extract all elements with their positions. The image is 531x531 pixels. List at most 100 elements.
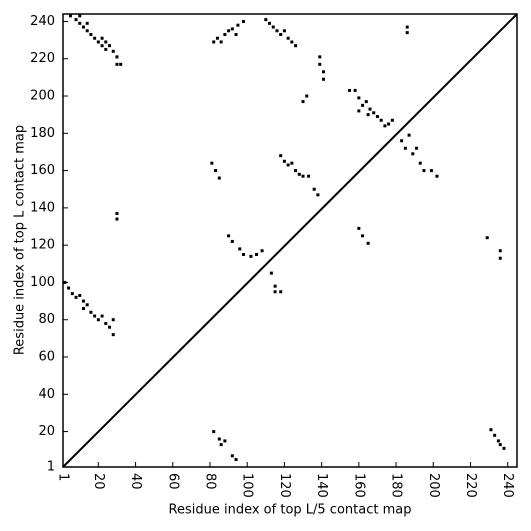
contact-point — [78, 21, 82, 25]
contact-point — [271, 25, 275, 29]
contact-point — [104, 40, 108, 44]
contact-point — [212, 430, 216, 434]
contact-point — [255, 252, 259, 256]
contact-point — [361, 103, 365, 107]
contact-point — [400, 139, 404, 143]
contact-point — [219, 40, 223, 44]
y-tick-label: 80 — [38, 312, 55, 327]
contact-point — [70, 292, 74, 296]
contact-point — [241, 19, 245, 23]
contact-point — [81, 299, 85, 303]
contact-point — [422, 169, 426, 173]
contact-point — [108, 325, 112, 329]
contact-point — [321, 77, 325, 81]
contact-point — [85, 303, 89, 307]
contact-point — [96, 318, 100, 322]
y-tick-label: 200 — [30, 89, 55, 104]
contact-point — [496, 439, 500, 443]
y-axis-label: Residue index of top L contact map — [13, 125, 28, 355]
contact-point — [68, 14, 72, 18]
contact-point — [301, 100, 305, 104]
contact-point — [498, 249, 502, 253]
x-tick-label: 80 — [202, 473, 217, 490]
y-tick-label: 20 — [38, 424, 55, 439]
contact-point — [74, 18, 78, 22]
contact-point — [368, 107, 372, 111]
contact-point — [230, 239, 234, 243]
contact-point — [312, 187, 316, 191]
contact-point — [321, 70, 325, 74]
contact-point — [273, 284, 277, 288]
contact-point — [273, 290, 277, 294]
contact-point — [405, 31, 409, 35]
contact-point — [74, 295, 78, 299]
x-tick-label: 120 — [277, 473, 292, 498]
contact-point — [115, 55, 119, 59]
contact-point — [227, 29, 231, 33]
contact-point — [357, 109, 361, 113]
contact-point — [269, 271, 273, 275]
contact-point — [268, 21, 272, 25]
contact-point — [210, 161, 214, 165]
plot-frame — [62, 13, 518, 468]
contact-point — [348, 88, 352, 92]
x-tick-label: 40 — [128, 473, 143, 490]
contact-point — [305, 94, 309, 98]
contact-point — [282, 29, 286, 33]
y-tick-label: 180 — [30, 126, 55, 141]
contact-point — [223, 33, 227, 37]
contact-point — [353, 88, 357, 92]
contact-point — [290, 40, 294, 44]
contact-point — [234, 33, 238, 37]
contact-point — [387, 122, 391, 126]
contact-point — [286, 163, 290, 167]
contact-point — [236, 23, 240, 27]
y-tick-label: 160 — [30, 163, 55, 178]
contact-point — [498, 256, 502, 260]
y-tick-label: 100 — [30, 275, 55, 290]
contact-point — [78, 14, 82, 18]
contact-point — [418, 161, 422, 165]
contact-point — [366, 113, 370, 117]
contact-point — [100, 314, 104, 318]
contact-point — [104, 47, 108, 51]
contact-point — [104, 321, 108, 325]
x-tick-label: 240 — [500, 473, 515, 498]
contact-point — [217, 176, 221, 180]
contact-point — [96, 40, 100, 44]
contact-point — [502, 446, 506, 450]
contact-point — [217, 437, 221, 441]
contact-point — [81, 25, 85, 29]
contact-point — [429, 169, 433, 173]
contact-point — [227, 234, 231, 238]
contact-point — [282, 159, 286, 163]
x-tick-label: 20 — [91, 473, 106, 490]
contact-point — [403, 146, 407, 150]
contact-point — [279, 154, 283, 158]
contact-point — [81, 307, 85, 311]
contact-point — [294, 169, 298, 173]
contact-point — [260, 249, 264, 253]
contact-point — [286, 36, 290, 40]
contact-point — [100, 44, 104, 48]
contact-point — [108, 44, 112, 48]
contact-point — [238, 247, 242, 251]
contact-point — [230, 27, 234, 31]
y-tick-label: 220 — [30, 51, 55, 66]
contact-point — [318, 55, 322, 59]
contact-point — [219, 443, 223, 447]
contact-point — [493, 433, 497, 437]
contact-point — [85, 21, 89, 25]
contact-point — [279, 33, 283, 37]
contact-point — [67, 286, 71, 290]
contact-point — [415, 146, 419, 150]
contact-point — [241, 252, 245, 256]
contact-point — [435, 174, 439, 178]
contact-point — [411, 152, 415, 156]
contact-point — [297, 172, 301, 176]
contact-point — [375, 115, 379, 119]
contact-point — [498, 443, 502, 447]
contact-point — [294, 44, 298, 48]
contact-point — [489, 428, 493, 432]
